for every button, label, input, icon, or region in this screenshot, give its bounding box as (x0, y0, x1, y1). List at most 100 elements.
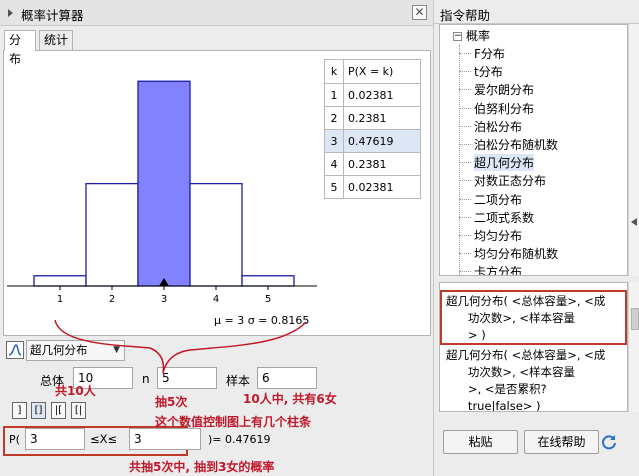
help-title: 指令帮助 (440, 8, 491, 23)
upper-bound-input[interactable]: 3 (129, 428, 201, 450)
syntax-line-cumulative: 超几何分布( <总体容量>, <成 (446, 348, 606, 362)
calculator-titlebar: 概率计算器 ✕ (0, 0, 433, 26)
distribution-chart: 1 2 3 4 5 (7, 80, 317, 305)
interval-button[interactable]: [] (31, 402, 46, 419)
distribution-select[interactable]: 超几何分布 ▼ (26, 340, 125, 361)
tree-item[interactable]: 卡方分布 (458, 263, 522, 275)
chart-tick-label: 1 (57, 294, 63, 305)
chart-tick-label: 2 (109, 294, 115, 305)
tree-item[interactable]: 均匀分布随机数 (458, 247, 559, 262)
tree-item[interactable]: 对数正态分布 (458, 174, 547, 189)
two-tailed-button[interactable]: |[ (51, 402, 66, 419)
annotation-probability-note: 共抽5次中, 抽到3女的概率 (129, 460, 275, 474)
distribution-curve-icon (6, 341, 24, 359)
close-icon[interactable]: ✕ (412, 5, 427, 20)
tree-item[interactable]: F分布 (459, 47, 505, 61)
tree-item[interactable]: 超几何分布 (458, 154, 535, 172)
expand-left-arrow-icon[interactable] (631, 218, 637, 226)
table-cell-k: 4 (324, 152, 344, 176)
chart-bar (241, 275, 295, 287)
mean-marker-icon (159, 278, 169, 286)
tree-connector (459, 45, 460, 275)
annotation-draw-count: 抽5次 (155, 395, 188, 409)
chart-bar (189, 182, 243, 287)
n-label: n (142, 372, 150, 386)
calculator-title: 概率计算器 (21, 8, 84, 23)
tree-item[interactable]: 二项式系数 (458, 210, 535, 225)
relation-label: ≤X≤ (90, 432, 118, 446)
command-tree[interactable]: − 概率 F分布 t分布爱尔朗分布伯努利分布泊松分布泊松分布随机数超几何分布对数正态… (439, 24, 628, 276)
mean-sigma-label: μ = 3 σ = 0.8165 (214, 314, 310, 327)
table-cell-probability: 0.2381 (343, 152, 421, 176)
table-cell-probability: 0.02381 (343, 83, 421, 107)
tree-item[interactable]: 伯努利分布 (458, 101, 535, 116)
help-title-divider (434, 23, 639, 24)
n-input[interactable]: 5 (157, 367, 217, 389)
header-p: P(X = k) (343, 59, 421, 84)
chevron-down-icon: ▼ (113, 345, 120, 355)
command-help-panel: 指令帮助 − 概率 F分布 t分布爱尔朗分布伯努利分布泊松分布泊松分布随机数超几何分… (433, 0, 639, 476)
syntax-line-basic: 功次数>, <样本容量 (446, 311, 576, 325)
probability-result: )= 0.47619 (208, 433, 271, 446)
right-sided-button[interactable]: [| (71, 402, 86, 419)
probability-table: k P(X = k) 1 0.02381 2 0.2381 3 0.47619 4 0.238… (324, 59, 421, 199)
chart-bar (33, 275, 87, 287)
table-row[interactable]: 4 0.2381 (324, 152, 421, 176)
table-header-row: k P(X = k) (324, 59, 421, 84)
tree-item[interactable]: 爱尔朗分布 (458, 83, 535, 98)
table-row[interactable]: 3 0.47619 (324, 129, 421, 153)
chart-tick-label: 3 (161, 294, 167, 305)
tree-item[interactable]: t分布 (459, 65, 503, 80)
syntax-line-basic: > ) (446, 328, 486, 342)
syntax-scrollbar-thumb[interactable] (631, 308, 639, 330)
tab-distribution[interactable]: 分布 (4, 30, 36, 66)
syntax-line-cumulative: >, <是否累积? (446, 382, 547, 396)
paste-button[interactable]: 粘贴 (443, 430, 518, 454)
total-label: 总体 (40, 374, 65, 388)
chart-bar (85, 182, 139, 287)
table-cell-probability: 0.02381 (343, 175, 421, 199)
command-tree-scrollbar[interactable] (628, 24, 639, 276)
annotation-total-people: 共10人 (55, 384, 96, 398)
table-row[interactable]: 2 0.2381 (324, 106, 421, 130)
tree-item[interactable]: 二项分布 (458, 192, 523, 207)
collapse-minus-icon[interactable]: − (453, 31, 462, 41)
table-cell-probability: 0.2381 (343, 106, 421, 130)
table-row[interactable]: 1 0.02381 (324, 83, 421, 107)
syntax-scrollbar[interactable] (628, 282, 639, 412)
p-open-label: P( (9, 433, 20, 446)
tree-category-label: 概率 (466, 29, 491, 43)
syntax-line-cumulative: true|false> ) (446, 399, 541, 412)
syntax-line-basic: 超几何分布( <总体容量>, <成 (446, 294, 606, 308)
header-k: k (324, 59, 344, 84)
table-cell-k: 1 (324, 83, 344, 107)
chart-bar (137, 80, 191, 287)
refresh-icon[interactable] (600, 433, 618, 451)
table-cell-k: 2 (324, 106, 344, 130)
collapse-triangle-icon[interactable] (8, 9, 13, 17)
annotation-bars-note: 这个数值控制图上有几个柱条 (155, 415, 312, 429)
left-sided-button[interactable]: ] (12, 402, 27, 419)
distribution-select-value: 超几何分布 (30, 343, 88, 357)
tree-category-probability[interactable]: − 概率 (453, 27, 490, 44)
annotation-women-note: 10人中, 共有6女 (243, 392, 337, 406)
tab-statistics[interactable]: 统计 (39, 30, 73, 50)
tree-item[interactable]: 泊松分布随机数 (458, 138, 559, 152)
lower-bound-input[interactable]: 3 (25, 428, 85, 450)
table-cell-k: 3 (324, 129, 344, 153)
table-cell-k: 5 (324, 175, 344, 199)
sample-label: 样本 (226, 374, 251, 388)
table-row[interactable]: 5 0.02381 (324, 175, 421, 199)
chart-tick-label: 5 (265, 294, 271, 305)
curve-icon-graphic (8, 344, 22, 356)
chart-tick-label: 4 (213, 294, 219, 305)
tree-item[interactable]: 泊松分布 (458, 119, 523, 134)
tree-item[interactable]: 均匀分布 (458, 229, 523, 243)
online-help-button[interactable]: 在线帮助 (524, 430, 599, 454)
syntax-line-cumulative: 功次数>, <样本容量 (446, 365, 576, 379)
table-cell-probability: 0.47619 (343, 129, 421, 153)
sample-input[interactable]: 6 (257, 367, 317, 389)
syntax-area: 超几何分布( <总体容量>, <成 功次数>, <样本容量 > ) 超几何分布(… (439, 282, 628, 412)
